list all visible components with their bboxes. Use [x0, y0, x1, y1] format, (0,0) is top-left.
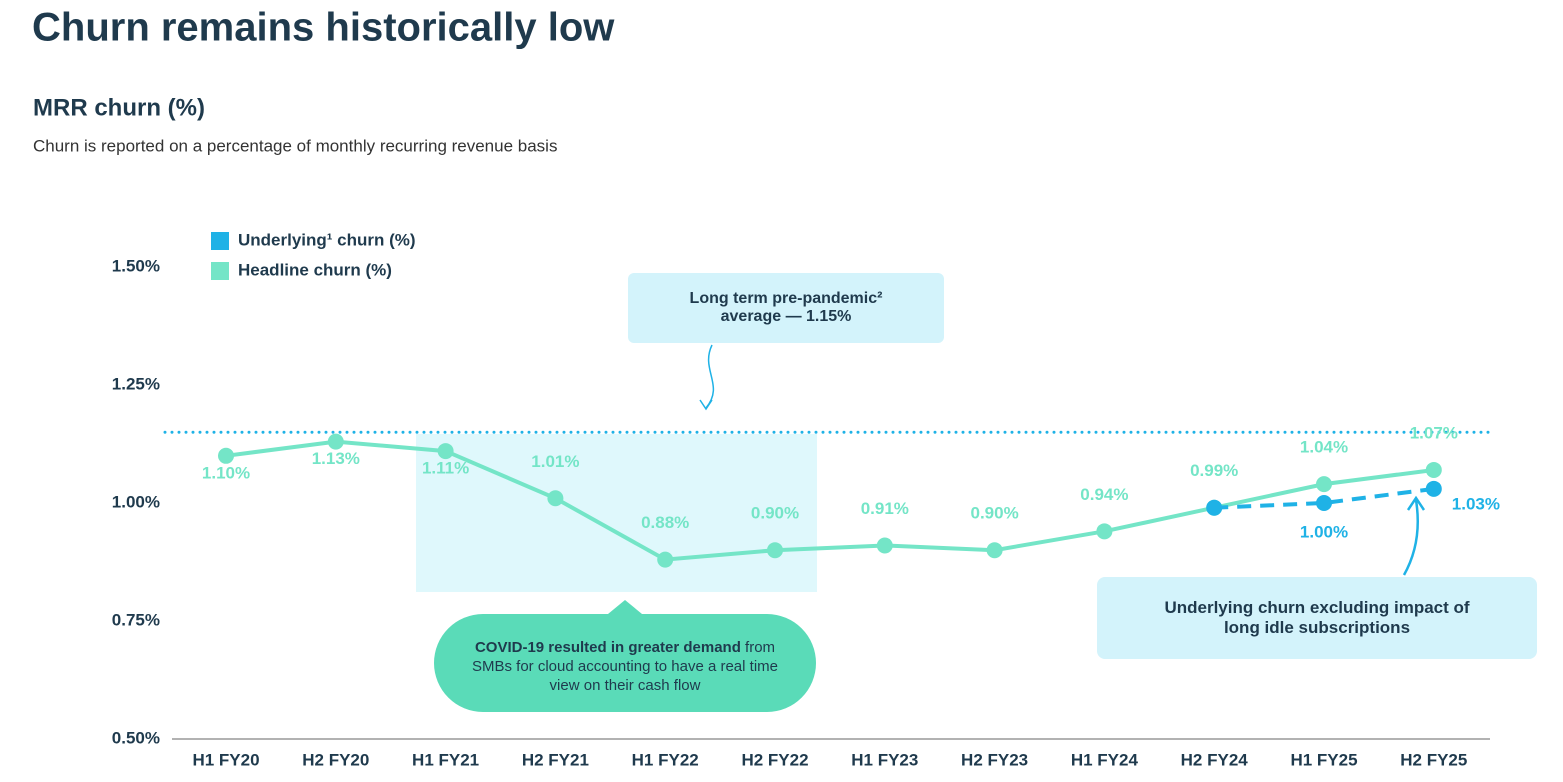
- value-label: 1.07%: [1410, 423, 1458, 442]
- y-tick-label: 1.00%: [112, 492, 160, 511]
- data-point: [547, 490, 564, 507]
- value-label: 1.04%: [1300, 438, 1348, 457]
- value-label: 0.90%: [970, 504, 1018, 523]
- value-label: 1.01%: [531, 452, 579, 471]
- x-tick-label: H2 FY25: [1400, 750, 1467, 769]
- x-tick-label: H2 FY22: [741, 750, 808, 769]
- callout-bold: COVID-19 resulted in greater demand: [474, 639, 741, 656]
- data-point: [767, 542, 783, 559]
- data-point: [437, 443, 454, 460]
- value-label: 0.94%: [1080, 485, 1128, 504]
- value-label: 1.00%: [1300, 522, 1348, 541]
- series-line: [1214, 486, 1435, 510]
- callout-pointer: [608, 600, 642, 614]
- value-label: 0.88%: [641, 513, 689, 532]
- data-point: [1096, 523, 1113, 540]
- x-tick-label: H2 FY23: [961, 750, 1028, 769]
- chart-subtitle: Churn is reported on a percentage of mon…: [33, 136, 557, 155]
- legend-label: Headline churn (%): [238, 260, 392, 279]
- arrow: [705, 344, 715, 409]
- data-point: [1206, 499, 1223, 516]
- value-label: 1.13%: [312, 449, 360, 468]
- data-point: [218, 447, 234, 464]
- series-line: [225, 439, 1435, 562]
- x-tick-label: H2 FY24: [1181, 750, 1249, 769]
- x-tick-label: H1 FY21: [412, 750, 479, 769]
- x-tick-label: H2 FY20: [302, 750, 369, 769]
- chart-title: MRR churn (%): [33, 94, 205, 121]
- covid-callout: COVID-19 resulted in greater demand from…: [434, 614, 816, 712]
- callout-text: from SMBs for cloud accounting to have a…: [472, 639, 778, 694]
- legend-label: Underlying¹ churn (%): [238, 230, 416, 249]
- legend-swatch: [211, 262, 229, 280]
- underlying-callout: Underlying churn excluding impact of lon…: [1097, 577, 1537, 659]
- y-tick-label: 0.50%: [112, 728, 160, 747]
- x-tick-label: H1 FY20: [192, 750, 259, 769]
- arrow: [1402, 499, 1420, 576]
- value-label: 0.90%: [751, 504, 799, 523]
- y-tick-label: 1.50%: [112, 256, 160, 275]
- data-point: [327, 433, 344, 450]
- x-tick-label: H2 FY21: [522, 750, 589, 769]
- value-label: 1.11%: [422, 459, 469, 478]
- y-tick-label: 0.75%: [112, 610, 160, 629]
- page-title: Churn remains historically low: [32, 6, 615, 50]
- y-tick-label: 1.25%: [112, 374, 160, 393]
- x-tick-label: H1 FY23: [851, 750, 918, 769]
- data-point: [1425, 461, 1442, 478]
- reference-label: Long term pre-pandemic² average — 1.15%: [628, 273, 944, 343]
- data-point: [1316, 495, 1332, 511]
- data-point: [876, 537, 893, 554]
- x-tick-label: H1 FY22: [632, 750, 699, 769]
- value-label: 1.10%: [202, 463, 250, 482]
- arrow-head: [699, 399, 713, 411]
- data-point: [986, 542, 1003, 559]
- data-point: [657, 551, 674, 568]
- x-tick-label: H1 FY24: [1071, 750, 1139, 769]
- data-point: [1316, 476, 1332, 493]
- legend-swatch: [211, 232, 229, 250]
- value-label: 0.99%: [1190, 461, 1238, 480]
- arrow-head: [1406, 495, 1426, 511]
- value-label: 0.91%: [861, 499, 909, 518]
- value-label: 1.03%: [1452, 494, 1500, 513]
- data-point: [1425, 480, 1442, 497]
- covid-highlight: [416, 434, 817, 592]
- x-tick-label: H1 FY25: [1290, 750, 1357, 769]
